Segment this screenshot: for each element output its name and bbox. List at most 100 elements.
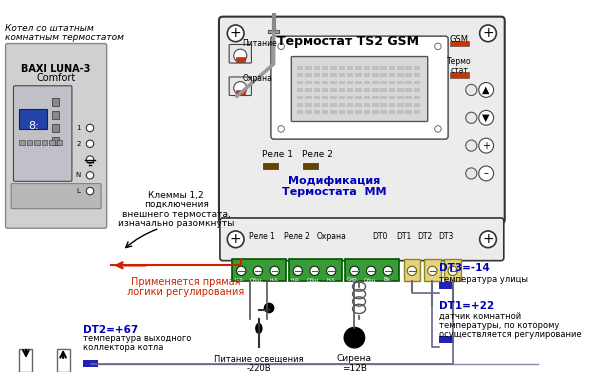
Bar	[330, 80, 337, 84]
Text: Вх.: Вх.	[383, 277, 392, 282]
Text: DT3: DT3	[439, 232, 454, 241]
Text: н.р.: н.р.	[291, 277, 301, 282]
Text: Термо: Термо	[447, 58, 472, 67]
Bar	[297, 80, 304, 84]
Text: 1: 1	[76, 125, 81, 131]
Bar	[236, 90, 245, 94]
Bar	[372, 110, 379, 114]
Bar	[372, 103, 379, 107]
Bar	[52, 124, 59, 132]
Text: GSM: GSM	[450, 35, 469, 44]
Bar	[424, 259, 440, 281]
Text: Охрана: Охрана	[242, 74, 272, 83]
Bar	[397, 103, 404, 107]
Bar	[297, 110, 304, 114]
Text: DT2: DT2	[417, 232, 433, 241]
Bar	[305, 103, 312, 107]
Text: 8:: 8:	[28, 121, 39, 130]
Circle shape	[479, 110, 494, 125]
Text: ▲: ▲	[482, 85, 490, 95]
Text: Термостата  ММ: Термостата ММ	[282, 187, 386, 197]
Circle shape	[344, 327, 365, 348]
Bar	[314, 73, 320, 77]
Bar	[355, 73, 362, 77]
Bar	[355, 103, 362, 107]
Bar	[406, 66, 412, 70]
Bar	[364, 96, 370, 99]
Circle shape	[253, 266, 263, 276]
Text: =12В: =12В	[342, 364, 367, 373]
Bar	[338, 73, 345, 77]
Bar	[414, 80, 420, 84]
Bar	[297, 88, 304, 92]
Text: Охрана: Охрана	[316, 232, 346, 241]
Bar	[338, 88, 345, 92]
Bar	[268, 30, 279, 33]
Bar	[364, 88, 370, 92]
Circle shape	[407, 266, 416, 276]
FancyBboxPatch shape	[219, 17, 505, 224]
Bar	[414, 110, 420, 114]
Bar	[314, 66, 320, 70]
Bar	[414, 66, 420, 70]
Bar	[347, 73, 353, 77]
Circle shape	[265, 303, 274, 313]
Bar	[347, 66, 353, 70]
Bar	[404, 259, 420, 281]
Bar	[314, 96, 320, 99]
Text: ▼: ▼	[482, 113, 490, 123]
Bar	[450, 41, 469, 46]
Text: Сир.: Сир.	[346, 277, 359, 282]
Bar	[338, 110, 345, 114]
Bar	[42, 140, 47, 145]
Bar	[380, 73, 387, 77]
Bar	[389, 73, 395, 77]
Circle shape	[434, 126, 441, 132]
Bar	[414, 73, 420, 77]
Bar	[305, 96, 312, 99]
Bar	[347, 88, 353, 92]
Circle shape	[326, 266, 336, 276]
Bar	[322, 103, 328, 107]
Bar	[372, 66, 379, 70]
Bar	[56, 349, 70, 372]
Bar	[263, 163, 278, 169]
Bar	[19, 108, 47, 129]
Bar	[314, 88, 320, 92]
Bar	[397, 96, 404, 99]
Circle shape	[86, 171, 94, 179]
Text: DT1: DT1	[396, 232, 411, 241]
Text: Котел со штатным: Котел со штатным	[5, 24, 93, 33]
Bar	[347, 80, 353, 84]
Bar	[338, 80, 345, 84]
Text: н.з.: н.з.	[326, 277, 336, 282]
Bar	[322, 110, 328, 114]
Bar	[305, 73, 312, 77]
Text: DT0: DT0	[373, 232, 388, 241]
Text: Реле 1: Реле 1	[248, 232, 275, 241]
Bar	[380, 80, 387, 84]
Bar	[397, 110, 404, 114]
Bar	[364, 66, 370, 70]
Text: -220В: -220В	[247, 364, 271, 373]
Bar	[34, 140, 40, 145]
FancyBboxPatch shape	[271, 36, 448, 139]
Circle shape	[479, 138, 494, 153]
FancyBboxPatch shape	[229, 45, 251, 63]
Bar	[347, 96, 353, 99]
Bar	[305, 66, 312, 70]
Bar	[338, 66, 345, 70]
Text: 2: 2	[76, 141, 81, 147]
Bar	[364, 103, 370, 107]
Text: датчик комнатной: датчик комнатной	[439, 312, 521, 321]
Circle shape	[86, 187, 94, 195]
Text: +: +	[482, 140, 490, 151]
Bar	[414, 103, 420, 107]
Bar	[389, 66, 395, 70]
Bar	[83, 360, 98, 367]
Bar	[364, 80, 370, 84]
Circle shape	[86, 140, 94, 147]
Bar	[406, 80, 412, 84]
Circle shape	[434, 43, 441, 50]
Text: логики регулирования: логики регулирования	[127, 287, 244, 296]
